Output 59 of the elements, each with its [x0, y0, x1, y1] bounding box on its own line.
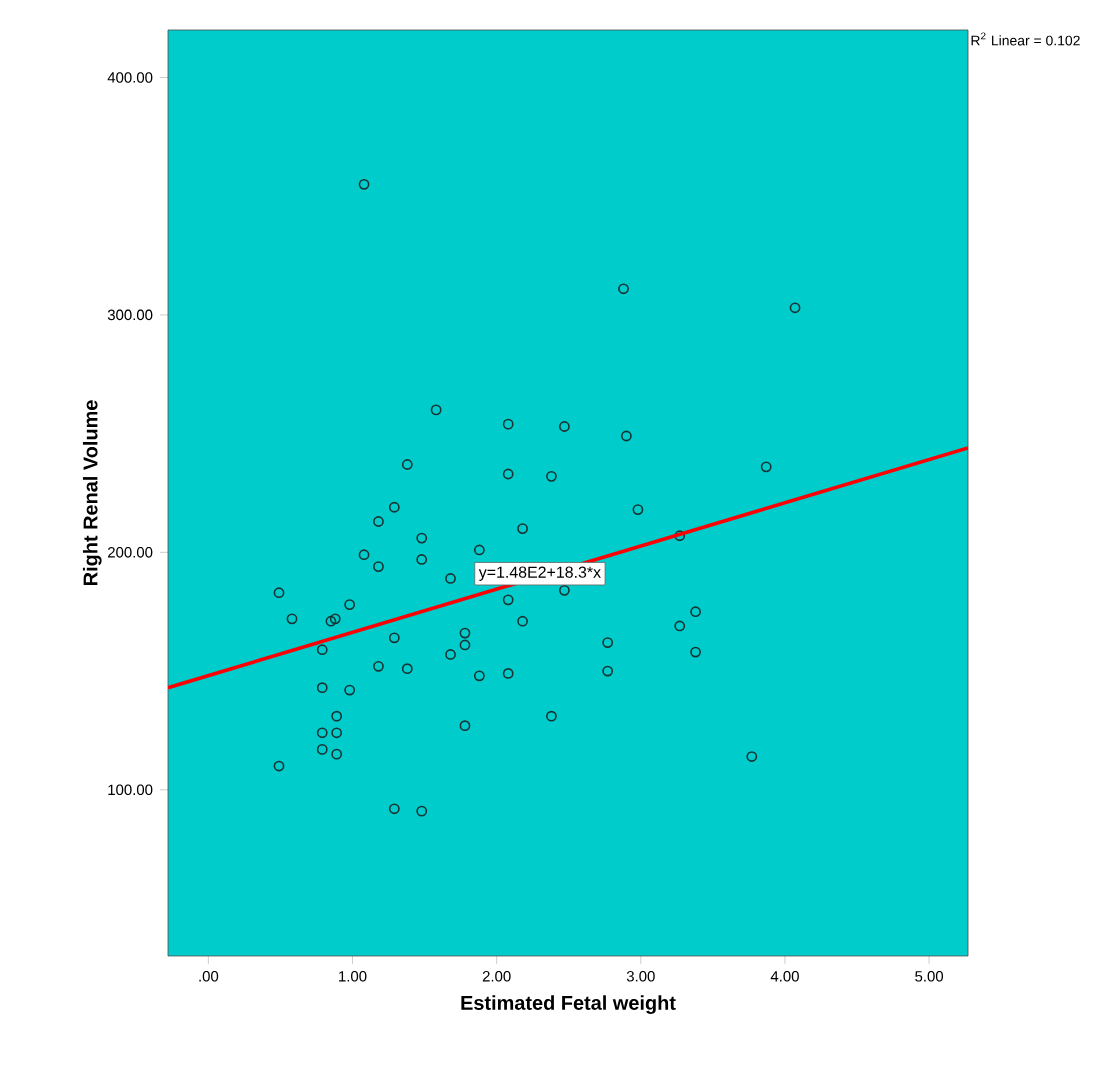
- point: [502, 468, 514, 480]
- point: [316, 644, 328, 656]
- point: [546, 710, 557, 722]
- point: [373, 561, 384, 572]
- point: [459, 639, 471, 651]
- point: [273, 760, 285, 772]
- point: [546, 470, 557, 482]
- point: [517, 523, 529, 535]
- point: [674, 620, 686, 632]
- point: [329, 613, 341, 625]
- point: [344, 599, 356, 610]
- point: [517, 615, 529, 627]
- point: [331, 710, 343, 722]
- point: [331, 727, 343, 739]
- point: [325, 615, 337, 627]
- point: [445, 649, 456, 660]
- point: [373, 660, 384, 672]
- point: [502, 594, 514, 606]
- point: [789, 302, 801, 314]
- point: [416, 532, 428, 544]
- point: [401, 459, 413, 470]
- point: [674, 530, 686, 542]
- point: [401, 663, 413, 675]
- y-axis-title: Right Renal Volume: [82, 400, 102, 586]
- point: [331, 748, 343, 760]
- point: [502, 668, 514, 679]
- point: [620, 430, 632, 442]
- point: [618, 283, 629, 295]
- point: [358, 178, 370, 190]
- point: [473, 670, 485, 682]
- point: [602, 665, 614, 677]
- point: [373, 516, 384, 527]
- point: [459, 720, 471, 732]
- point: [632, 504, 644, 516]
- point: [459, 627, 471, 639]
- point: [416, 805, 428, 817]
- point: [690, 646, 701, 658]
- point: [559, 584, 570, 596]
- point: [430, 404, 442, 416]
- point: [388, 632, 400, 644]
- point: [760, 461, 772, 473]
- point: [388, 501, 400, 513]
- point: [502, 418, 514, 430]
- point: [286, 613, 298, 625]
- point: [559, 421, 570, 432]
- point: [473, 544, 485, 556]
- point: [388, 803, 400, 815]
- point: [445, 573, 456, 584]
- point: [416, 554, 428, 565]
- point: [344, 684, 356, 696]
- point: [358, 549, 370, 561]
- point: [316, 682, 328, 694]
- point: [316, 727, 328, 739]
- point: [690, 606, 701, 618]
- point: [273, 587, 285, 599]
- x-axis-title: Estimated Fetal weight: [461, 995, 676, 1014]
- point: [746, 751, 758, 762]
- point: [602, 637, 614, 648]
- point: [316, 744, 328, 755]
